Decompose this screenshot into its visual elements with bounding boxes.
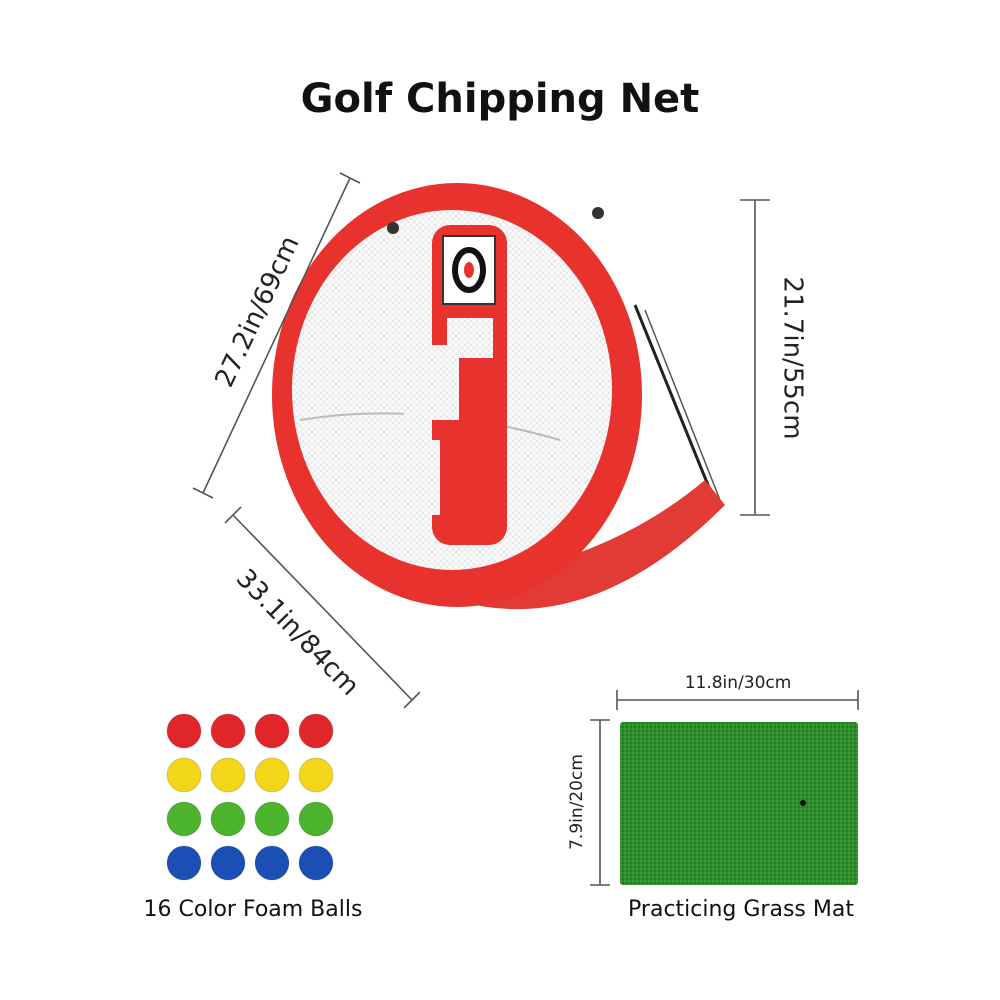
foam-ball xyxy=(166,801,202,837)
foam-ball xyxy=(254,801,290,837)
foam-ball xyxy=(254,845,290,881)
foam-ball xyxy=(298,801,334,837)
dimension-lines xyxy=(192,172,859,886)
dimension-label: 7.9in/20cm xyxy=(567,754,587,850)
foam-ball xyxy=(210,757,246,793)
dimension-label: 33.1in/84cm xyxy=(230,564,365,702)
foam-ball xyxy=(298,845,334,881)
dimension-label: 11.8in/30cm xyxy=(685,673,792,693)
foam-ball xyxy=(298,713,334,749)
grass-mat xyxy=(620,722,858,885)
title: Golf Chipping Net xyxy=(301,76,700,122)
foam-ball xyxy=(166,713,202,749)
foam-ball xyxy=(210,801,246,837)
mat-label: Practicing Grass Mat xyxy=(628,897,854,922)
foam-ball xyxy=(166,845,202,881)
foam-ball xyxy=(210,713,246,749)
foam-ball xyxy=(254,713,290,749)
tee-hole xyxy=(800,800,806,806)
foam-balls xyxy=(166,713,334,881)
chipping-net xyxy=(272,183,725,610)
foam-ball xyxy=(254,757,290,793)
foam-ball xyxy=(166,757,202,793)
foam-ball xyxy=(298,757,334,793)
foam-ball xyxy=(210,845,246,881)
dimension-label: 21.7in/55cm xyxy=(778,276,808,439)
balls-label: 16 Color Foam Balls xyxy=(144,897,363,922)
